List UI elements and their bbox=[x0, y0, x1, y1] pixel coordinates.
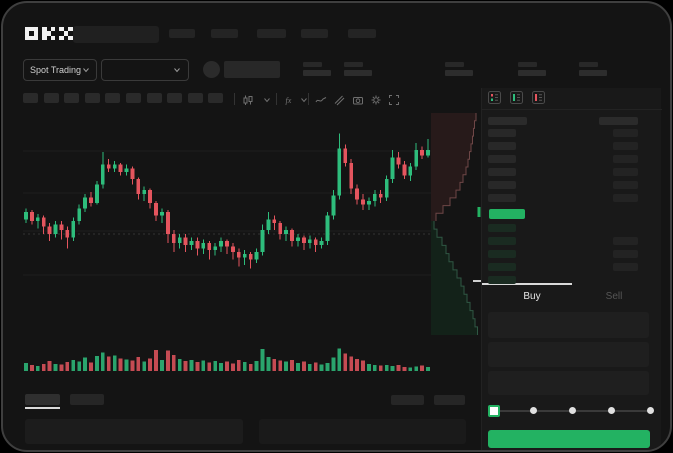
okx-logo[interactable] bbox=[25, 27, 73, 41]
logo-letter-x bbox=[59, 27, 73, 41]
camera-icon[interactable] bbox=[352, 93, 364, 105]
line-style-icon[interactable] bbox=[315, 93, 327, 105]
slider-stop-100[interactable] bbox=[646, 407, 654, 414]
divider bbox=[482, 109, 662, 110]
slider-stop-0[interactable] bbox=[488, 405, 500, 417]
timeframe-button-3[interactable] bbox=[64, 93, 80, 103]
tab-sell[interactable]: Sell bbox=[605, 291, 623, 302]
timeframe-button-2[interactable] bbox=[43, 93, 59, 103]
timeframe-button-1[interactable] bbox=[23, 93, 38, 103]
search-input[interactable] bbox=[73, 26, 159, 43]
nav-item-4[interactable] bbox=[301, 29, 328, 38]
orders-detail-panel bbox=[259, 419, 466, 444]
ask-amount-row-3 bbox=[613, 155, 638, 163]
stat-label-5 bbox=[579, 62, 598, 67]
timeframe-button-7[interactable] bbox=[146, 93, 162, 103]
buy-submit-button[interactable] bbox=[488, 430, 650, 448]
bid-amount-row-2 bbox=[613, 237, 638, 245]
ask-price-row-4[interactable] bbox=[488, 168, 516, 176]
tab-buy[interactable]: Buy bbox=[523, 291, 541, 302]
ask-amount-row-4 bbox=[613, 168, 638, 176]
timeframe-button-10[interactable] bbox=[208, 93, 224, 103]
price-field[interactable] bbox=[488, 312, 649, 338]
orderbook-price-header bbox=[488, 117, 527, 125]
market-type-label: Spot Trading bbox=[30, 65, 82, 75]
bid-price-row-1[interactable] bbox=[488, 224, 516, 232]
bid-price-row-3[interactable] bbox=[488, 250, 516, 258]
ask-amount-row-2 bbox=[613, 142, 638, 150]
nav-item-3[interactable] bbox=[257, 29, 286, 38]
logo-letter-o bbox=[25, 27, 39, 41]
bottom-active-tab-indicator bbox=[25, 407, 60, 409]
ask-price-row-1[interactable] bbox=[488, 129, 516, 137]
ask-price-row-6[interactable] bbox=[488, 194, 516, 202]
timeframe-button-5[interactable] bbox=[105, 93, 121, 103]
ask-amount-row-5 bbox=[613, 181, 638, 189]
stat-value-1 bbox=[303, 70, 331, 76]
fullscreen-icon[interactable] bbox=[388, 93, 400, 105]
logo-letter-k bbox=[42, 27, 56, 41]
book-both-icon[interactable] bbox=[488, 91, 501, 104]
nav-item-5[interactable] bbox=[348, 29, 376, 38]
draw-tools-icon[interactable] bbox=[333, 93, 345, 106]
token-avatar bbox=[203, 61, 220, 78]
ask-amount-row-6 bbox=[613, 194, 638, 202]
chevron-down-icon[interactable] bbox=[298, 93, 310, 105]
active-tab-indicator bbox=[482, 283, 572, 285]
chevron-down-icon bbox=[174, 68, 180, 73]
candle-style-icon[interactable] bbox=[242, 93, 254, 105]
chevron-down-icon bbox=[83, 68, 89, 73]
timeframe-button-8[interactable] bbox=[167, 93, 183, 103]
pair-name-placeholder bbox=[224, 61, 280, 78]
market-type-dropdown[interactable]: Spot Trading bbox=[23, 59, 97, 81]
bid-amount-row-4 bbox=[613, 263, 638, 271]
bottom-tab-orders[interactable] bbox=[25, 394, 60, 405]
ask-price-row-3[interactable] bbox=[488, 155, 516, 163]
ask-price-row-5[interactable] bbox=[488, 181, 516, 189]
nav-item-2[interactable] bbox=[211, 29, 238, 38]
book-bids-icon[interactable] bbox=[510, 91, 523, 104]
amount-field[interactable] bbox=[488, 342, 649, 367]
svg-text:fx: fx bbox=[286, 96, 292, 105]
ask-amount-row-1 bbox=[613, 129, 638, 137]
bid-price-row-2[interactable] bbox=[488, 237, 516, 245]
stat-label-3 bbox=[445, 62, 464, 67]
indicator-fx-icon[interactable]: fx bbox=[284, 93, 296, 105]
bottom-filter-button-2[interactable] bbox=[434, 395, 465, 405]
orderbook-trade-panel: Buy Sell bbox=[481, 88, 662, 450]
stat-value-5 bbox=[579, 70, 607, 76]
pair-selector-dropdown[interactable] bbox=[101, 59, 189, 81]
orderbook-amount-header bbox=[599, 117, 638, 125]
stat-label-2 bbox=[344, 62, 363, 67]
bid-price-row-5[interactable] bbox=[488, 276, 516, 284]
orders-list-panel bbox=[25, 419, 243, 444]
nav-item-1[interactable] bbox=[169, 29, 195, 38]
settings-icon[interactable] bbox=[370, 93, 382, 105]
slider-stop-25[interactable] bbox=[529, 407, 537, 414]
chevron-down-icon[interactable] bbox=[261, 93, 273, 105]
stat-label-4 bbox=[518, 62, 537, 67]
amount-slider[interactable] bbox=[488, 405, 654, 417]
book-asks-icon[interactable] bbox=[532, 91, 545, 104]
slider-stop-50[interactable] bbox=[568, 407, 576, 414]
bid-amount-row-3 bbox=[613, 250, 638, 258]
stat-label-1 bbox=[303, 62, 322, 67]
timeframe-button-6[interactable] bbox=[126, 93, 141, 103]
ask-price-row-2[interactable] bbox=[488, 142, 516, 150]
total-field[interactable] bbox=[488, 371, 649, 395]
bottom-filter-button[interactable] bbox=[391, 395, 424, 405]
slider-stop-75[interactable] bbox=[607, 407, 615, 414]
last-price-badge[interactable] bbox=[489, 209, 525, 219]
candlestick-chart[interactable] bbox=[23, 113, 431, 375]
bid-price-row-4[interactable] bbox=[488, 263, 516, 271]
bottom-tab-history[interactable] bbox=[70, 394, 104, 405]
stat-value-3 bbox=[445, 70, 473, 76]
timeframe-button-9[interactable] bbox=[187, 93, 203, 103]
stat-value-4 bbox=[518, 70, 546, 76]
stat-value-2 bbox=[344, 70, 372, 76]
depth-chart bbox=[431, 113, 481, 335]
timeframe-button-4[interactable] bbox=[84, 93, 100, 103]
